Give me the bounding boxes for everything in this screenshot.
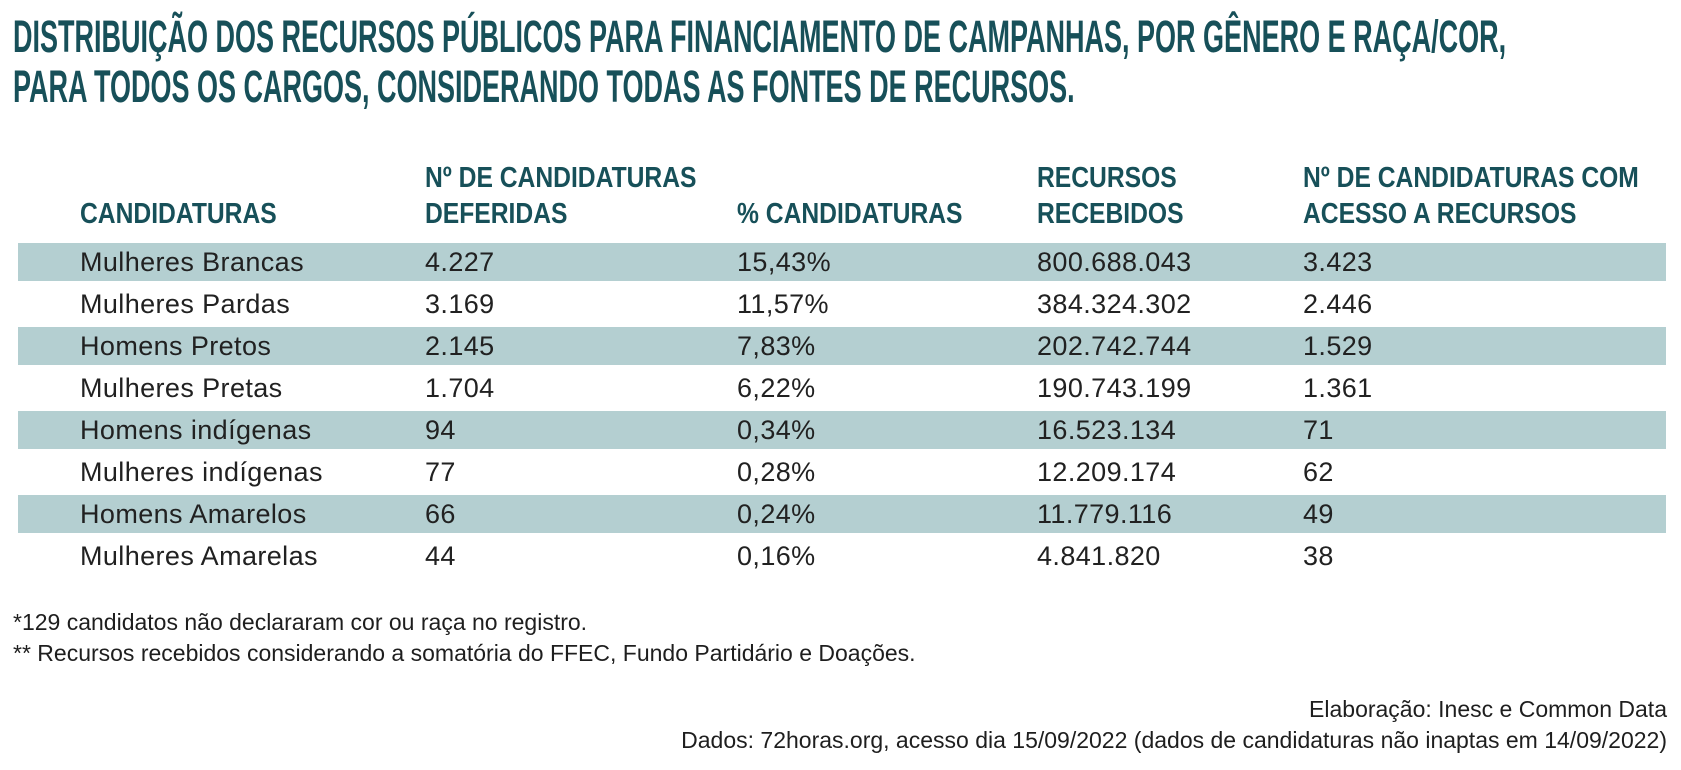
header-candidaturas-deferidas: Nº DE CANDIDATURAS DEFERIDAS (425, 160, 737, 232)
cell-recursos: 4.841.820 (1037, 541, 1161, 571)
cell-acesso: 49 (1303, 499, 1334, 529)
page-title: DISTRIBUIÇÃO DOS RECURSOS PÚBLICOS PARA … (13, 11, 1507, 112)
table-row: Mulheres indígenas 77 0,28% 12.209.174 6… (18, 453, 1666, 491)
table-row: Mulheres Pretas 1.704 6,22% 190.743.199 … (18, 369, 1666, 407)
cell-percent: 11,57% (737, 289, 829, 319)
cell-percent: 0,34% (737, 415, 816, 445)
cell-candidatura: Homens Pretos (80, 331, 272, 361)
table-row: Homens Amarelos 66 0,24% 11.779.116 49 (18, 495, 1666, 533)
cell-recursos: 384.324.302 (1037, 289, 1192, 319)
cell-percent: 15,43% (737, 247, 831, 277)
cell-acesso: 1.529 (1303, 331, 1373, 361)
credit-elaboration: Elaboração: Inesc e Common Data (1309, 696, 1667, 722)
cell-acesso: 3.423 (1303, 247, 1373, 277)
cell-acesso: 71 (1303, 415, 1334, 445)
table-header-row: CANDIDATURAS Nº DE CANDIDATURAS DEFERIDA… (18, 146, 1666, 232)
footnote-resources-sources: ** Recursos recebidos considerando a som… (13, 640, 916, 666)
table-row: Mulheres Brancas 4.227 15,43% 800.688.04… (18, 243, 1666, 281)
cell-deferidas: 1.704 (425, 373, 495, 403)
table-body: Mulheres Brancas 4.227 15,43% 800.688.04… (18, 243, 1666, 579)
cell-candidatura: Mulheres Pardas (80, 289, 291, 319)
cell-deferidas: 44 (425, 541, 456, 571)
cell-acesso: 38 (1303, 541, 1334, 571)
credits: Elaboração: Inesc e Common Data Dados: 7… (681, 694, 1667, 756)
cell-percent: 0,28% (737, 457, 816, 487)
footnotes: *129 candidatos não declararam cor ou ra… (13, 607, 916, 669)
cell-deferidas: 66 (425, 499, 456, 529)
cell-recursos: 202.742.744 (1037, 331, 1192, 361)
cell-deferidas: 2.145 (425, 331, 495, 361)
cell-candidatura: Homens indígenas (80, 415, 312, 445)
cell-candidatura: Mulheres Brancas (80, 247, 304, 277)
cell-acesso: 62 (1303, 457, 1334, 487)
cell-percent: 0,24% (737, 499, 816, 529)
cell-candidatura: Mulheres indígenas (80, 457, 323, 487)
footnote-race-not-declared: *129 candidatos não declararam cor ou ra… (13, 609, 588, 635)
cell-percent: 6,22% (737, 373, 816, 403)
cell-deferidas: 3.169 (425, 289, 495, 319)
cell-deferidas: 94 (425, 415, 456, 445)
cell-deferidas: 4.227 (425, 247, 495, 277)
cell-deferidas: 77 (425, 457, 456, 487)
header-recursos-recebidos-label: RECURSOS RECEBIDOS (1037, 162, 1184, 230)
header-percent-candidaturas: % CANDIDATURAS (737, 196, 1037, 232)
cell-recursos: 800.688.043 (1037, 247, 1192, 277)
cell-recursos: 12.209.174 (1037, 457, 1177, 487)
table-row: Homens indígenas 94 0,34% 16.523.134 71 (18, 411, 1666, 449)
cell-recursos: 11.779.116 (1037, 499, 1173, 529)
table-row: Mulheres Amarelas 44 0,16% 4.841.820 38 (18, 537, 1666, 575)
header-candidaturas: CANDIDATURAS (18, 196, 425, 232)
header-acesso-recursos-label: Nº DE CANDIDATURAS COM ACESSO A RECURSOS (1303, 162, 1639, 230)
header-candidaturas-label: CANDIDATURAS (80, 198, 277, 230)
header-candidaturas-deferidas-label: Nº DE CANDIDATURAS DEFERIDAS (425, 162, 697, 230)
cell-acesso: 2.446 (1303, 289, 1373, 319)
header-percent-candidaturas-label: % CANDIDATURAS (737, 198, 963, 230)
cell-percent: 0,16% (737, 541, 816, 571)
cell-recursos: 16.523.134 (1037, 415, 1177, 445)
table-row: Mulheres Pardas 3.169 11,57% 384.324.302… (18, 285, 1666, 323)
credit-data-source: Dados: 72horas.org, acesso dia 15/09/202… (681, 727, 1667, 753)
cell-acesso: 1.361 (1303, 373, 1373, 403)
cell-candidatura: Mulheres Amarelas (80, 541, 318, 571)
header-recursos-recebidos: RECURSOS RECEBIDOS (1037, 160, 1303, 232)
cell-recursos: 190.743.199 (1037, 373, 1192, 403)
table-row: Homens Pretos 2.145 7,83% 202.742.744 1.… (18, 327, 1666, 365)
cell-percent: 7,83% (737, 331, 816, 361)
header-acesso-recursos: Nº DE CANDIDATURAS COM ACESSO A RECURSOS (1303, 160, 1666, 232)
cell-candidatura: Homens Amarelos (80, 499, 307, 529)
cell-candidatura: Mulheres Pretas (80, 373, 283, 403)
